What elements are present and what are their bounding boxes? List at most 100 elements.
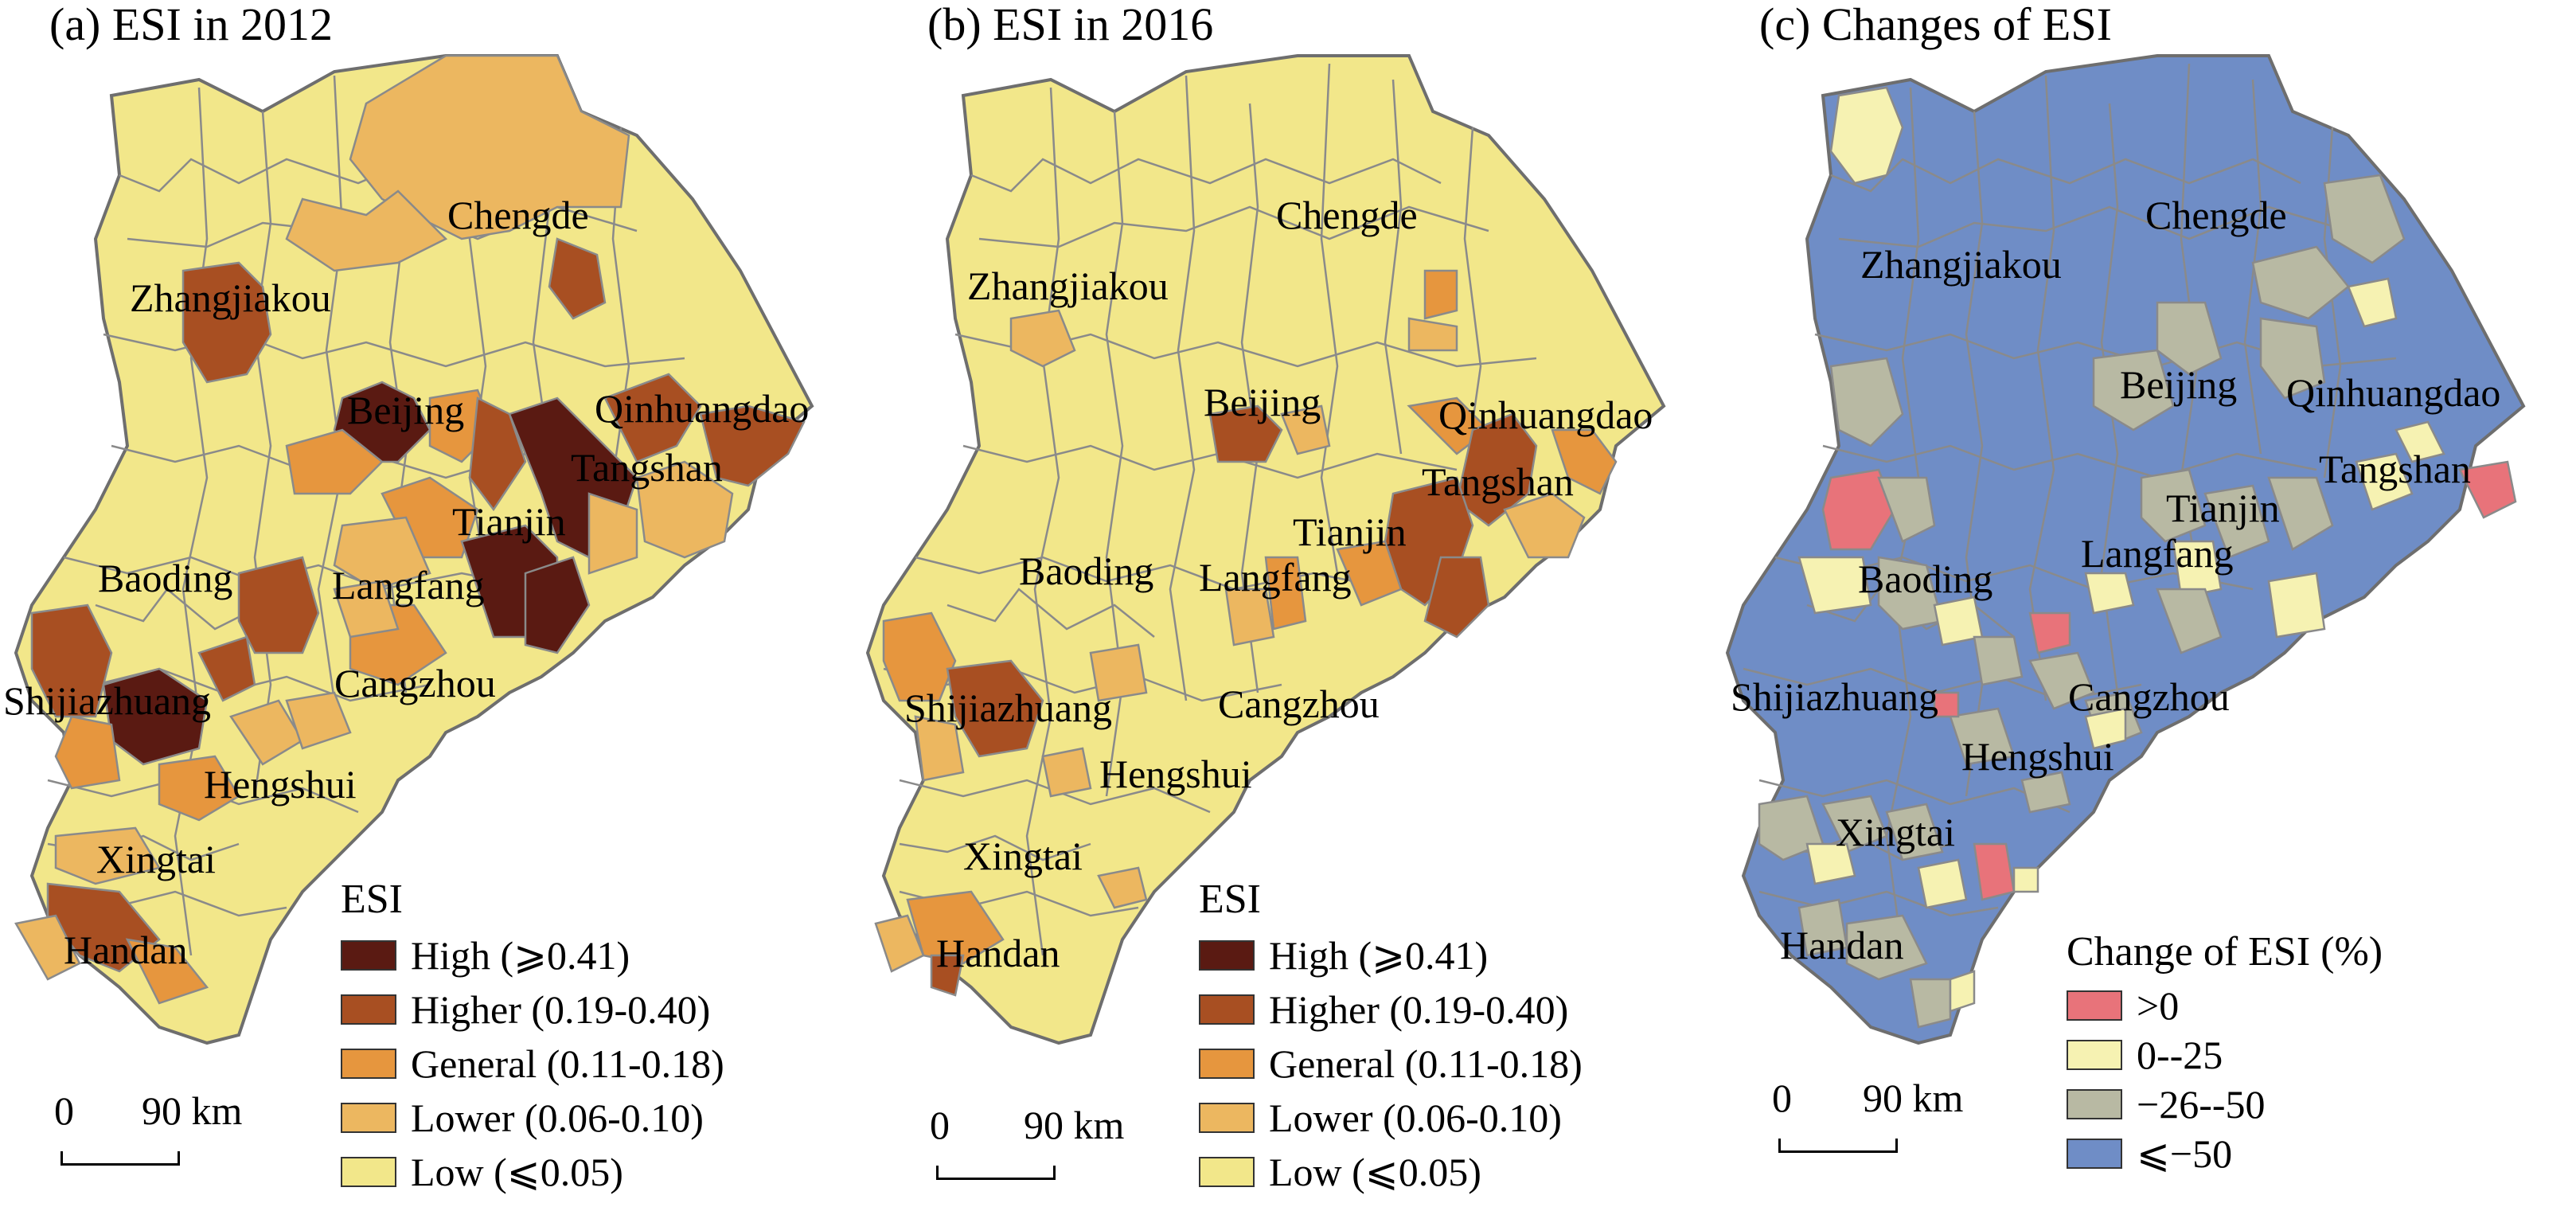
city-label-zhangjiakou: Zhangjiakou: [130, 275, 331, 320]
legend-label: >0: [2137, 983, 2180, 1028]
legend-item: Higher (0.19-0.40): [1199, 982, 1583, 1037]
city-label-hengshui: Hengshui: [1099, 752, 1252, 796]
city-label-beijing: Beijing: [347, 388, 464, 432]
legend-label: Low (⩽0.05): [1269, 1150, 1481, 1194]
legend-swatch: [341, 994, 396, 1025]
district-boundaries: [883, 63, 1537, 956]
scale-zero-label: 0: [1772, 1076, 1792, 1120]
city-label-qinhuangdao: Qinhuangdao: [2286, 370, 2500, 415]
scale-bar-line: [60, 1151, 180, 1166]
legend-label: 0--25: [2137, 1033, 2223, 1077]
esi-classes-2012: [14, 54, 806, 1005]
scale-km-label: 90 km: [1024, 1103, 1125, 1147]
legend-swatch: [1199, 940, 1255, 971]
scale-zero-label: 0: [54, 1088, 74, 1133]
city-label-zhangjiakou: Zhangjiakou: [967, 264, 1169, 308]
legend-label: Lower (0.06-0.10): [411, 1096, 704, 1140]
legend-swatch: [1199, 1103, 1255, 1133]
legend: ESI High (⩾0.41) Higher (0.19-0.40) Gene…: [341, 876, 724, 1199]
city-label-xingtai: Xingtai: [96, 837, 216, 881]
city-labels-change: Chengde Zhangjiakou Beijing Qinhuangdao …: [1731, 193, 2500, 967]
city-label-tianjin: Tianjin: [2166, 486, 2280, 530]
legend-item: Low (⩽0.05): [341, 1145, 724, 1199]
map-panel-2012: Chengde Zhangjiakou Beijing Qinhuangdao …: [0, 0, 852, 1207]
city-label-tianjin: Tianjin: [452, 499, 566, 544]
legend-swatch: [1199, 1157, 1255, 1187]
city-label-hengshui: Hengshui: [204, 762, 357, 807]
city-label-baoding: Baoding: [98, 556, 232, 600]
city-label-handan: Handan: [1780, 923, 1904, 967]
city-label-xingtai: Xingtai: [963, 834, 1083, 878]
city-label-hengshui: Hengshui: [1961, 734, 2114, 779]
city-label-baoding: Baoding: [1019, 549, 1153, 593]
city-label-langfang: Langfang: [1199, 555, 1352, 600]
city-label-handan: Handan: [64, 928, 188, 972]
legend-label: General (0.11-0.18): [1269, 1041, 1583, 1086]
legend-swatch: [1199, 994, 1255, 1025]
legend-label: High (⩾0.41): [1269, 933, 1489, 978]
legend-title: ESI: [1199, 877, 1261, 922]
region-map-2016: Chengde Zhangjiakou Beijing Qinhuangdao …: [865, 54, 1666, 1045]
scale-bar-line: [1778, 1139, 1898, 1153]
legend-swatch: [341, 1103, 396, 1133]
legend-item: Higher (0.19-0.40): [341, 982, 724, 1037]
city-label-handan: Handan: [936, 931, 1060, 975]
city-label-langfang: Langfang: [332, 563, 485, 607]
legend: Change of ESI (%) >0 0--25 −26--50 ⩽−50: [2067, 928, 2383, 1178]
legend: ESI High (⩾0.41) Higher (0.19-0.40) Gene…: [1199, 876, 1583, 1199]
legend-item: General (0.11-0.18): [341, 1037, 724, 1091]
legend-swatch: [341, 1157, 396, 1187]
legend-label: ⩽−50: [2137, 1131, 2233, 1176]
legend-item: Lower (0.06-0.10): [1199, 1091, 1583, 1145]
city-label-chengde: Chengde: [447, 193, 589, 237]
legend-label: Higher (0.19-0.40): [1269, 987, 1569, 1032]
scale-zero-label: 0: [930, 1103, 950, 1147]
city-label-chengde: Chengde: [1276, 193, 1418, 237]
city-label-zhangjiakou: Zhangjiakou: [1860, 242, 2062, 287]
legend-item: 0--25: [2067, 1030, 2383, 1080]
scale-bar-line: [936, 1166, 1056, 1180]
city-label-cangzhou: Cangzhou: [334, 661, 496, 705]
legend-swatch: [2067, 1089, 2122, 1119]
legend-swatch: [341, 940, 396, 971]
city-label-tianjin: Tianjin: [1293, 510, 1407, 554]
legend-item: −26--50: [2067, 1080, 2383, 1129]
change-classes: [1758, 86, 2517, 1029]
city-label-shijiazhuang: Shijiazhuang: [3, 678, 211, 723]
city-label-qinhuangdao: Qinhuangdao: [1438, 393, 1653, 437]
legend-label: General (0.11-0.18): [411, 1041, 724, 1086]
panel-title: (c) Changes of ESI: [1759, 0, 2112, 50]
legend-item: General (0.11-0.18): [1199, 1037, 1583, 1091]
legend-item: Lower (0.06-0.10): [341, 1091, 724, 1145]
city-label-langfang: Langfang: [2081, 531, 2234, 576]
city-label-baoding: Baoding: [1858, 557, 1992, 601]
map-panel-change: Chengde Zhangjiakou Beijing Qinhuangdao …: [1711, 0, 2576, 1207]
legend-item: Low (⩽0.05): [1199, 1145, 1583, 1199]
legend-swatch: [2067, 1040, 2122, 1070]
legend-item: High (⩾0.41): [341, 928, 724, 982]
panel-title: (a) ESI in 2012: [49, 0, 333, 50]
scale-bar: 0 90 km: [1772, 1075, 1963, 1162]
legend-label: High (⩾0.41): [411, 933, 630, 978]
city-label-qinhuangdao: Qinhuangdao: [595, 386, 809, 431]
city-label-tangshan: Tangshan: [571, 445, 723, 490]
legend-swatch: [2067, 990, 2122, 1021]
legend-swatch: [2067, 1139, 2122, 1169]
legend-item: High (⩾0.41): [1199, 928, 1583, 982]
legend-swatch: [1199, 1049, 1255, 1079]
legend-label: −26--50: [2137, 1082, 2266, 1127]
scale-bar: 0 90 km: [54, 1088, 242, 1175]
legend-item: ⩽−50: [2067, 1129, 2383, 1178]
region-map-change: Chengde Zhangjiakou Beijing Qinhuangdao …: [1725, 54, 2526, 1045]
city-label-cangzhou: Cangzhou: [2068, 674, 2230, 719]
map-panel-2016: Chengde Zhangjiakou Beijing Qinhuangdao …: [852, 0, 1711, 1207]
scale-km-label: 90 km: [1863, 1076, 1964, 1120]
legend-label: Low (⩽0.05): [411, 1150, 623, 1194]
city-label-shijiazhuang: Shijiazhuang: [904, 686, 1112, 730]
city-labels-2012: Chengde Zhangjiakou Beijing Qinhuangdao …: [3, 193, 809, 972]
legend-swatch: [341, 1049, 396, 1079]
legend-label: Higher (0.19-0.40): [411, 987, 711, 1032]
panel-title: (b) ESI in 2016: [927, 0, 1214, 50]
legend-label: Lower (0.06-0.10): [1269, 1096, 1562, 1140]
city-label-beijing: Beijing: [2120, 362, 2237, 407]
